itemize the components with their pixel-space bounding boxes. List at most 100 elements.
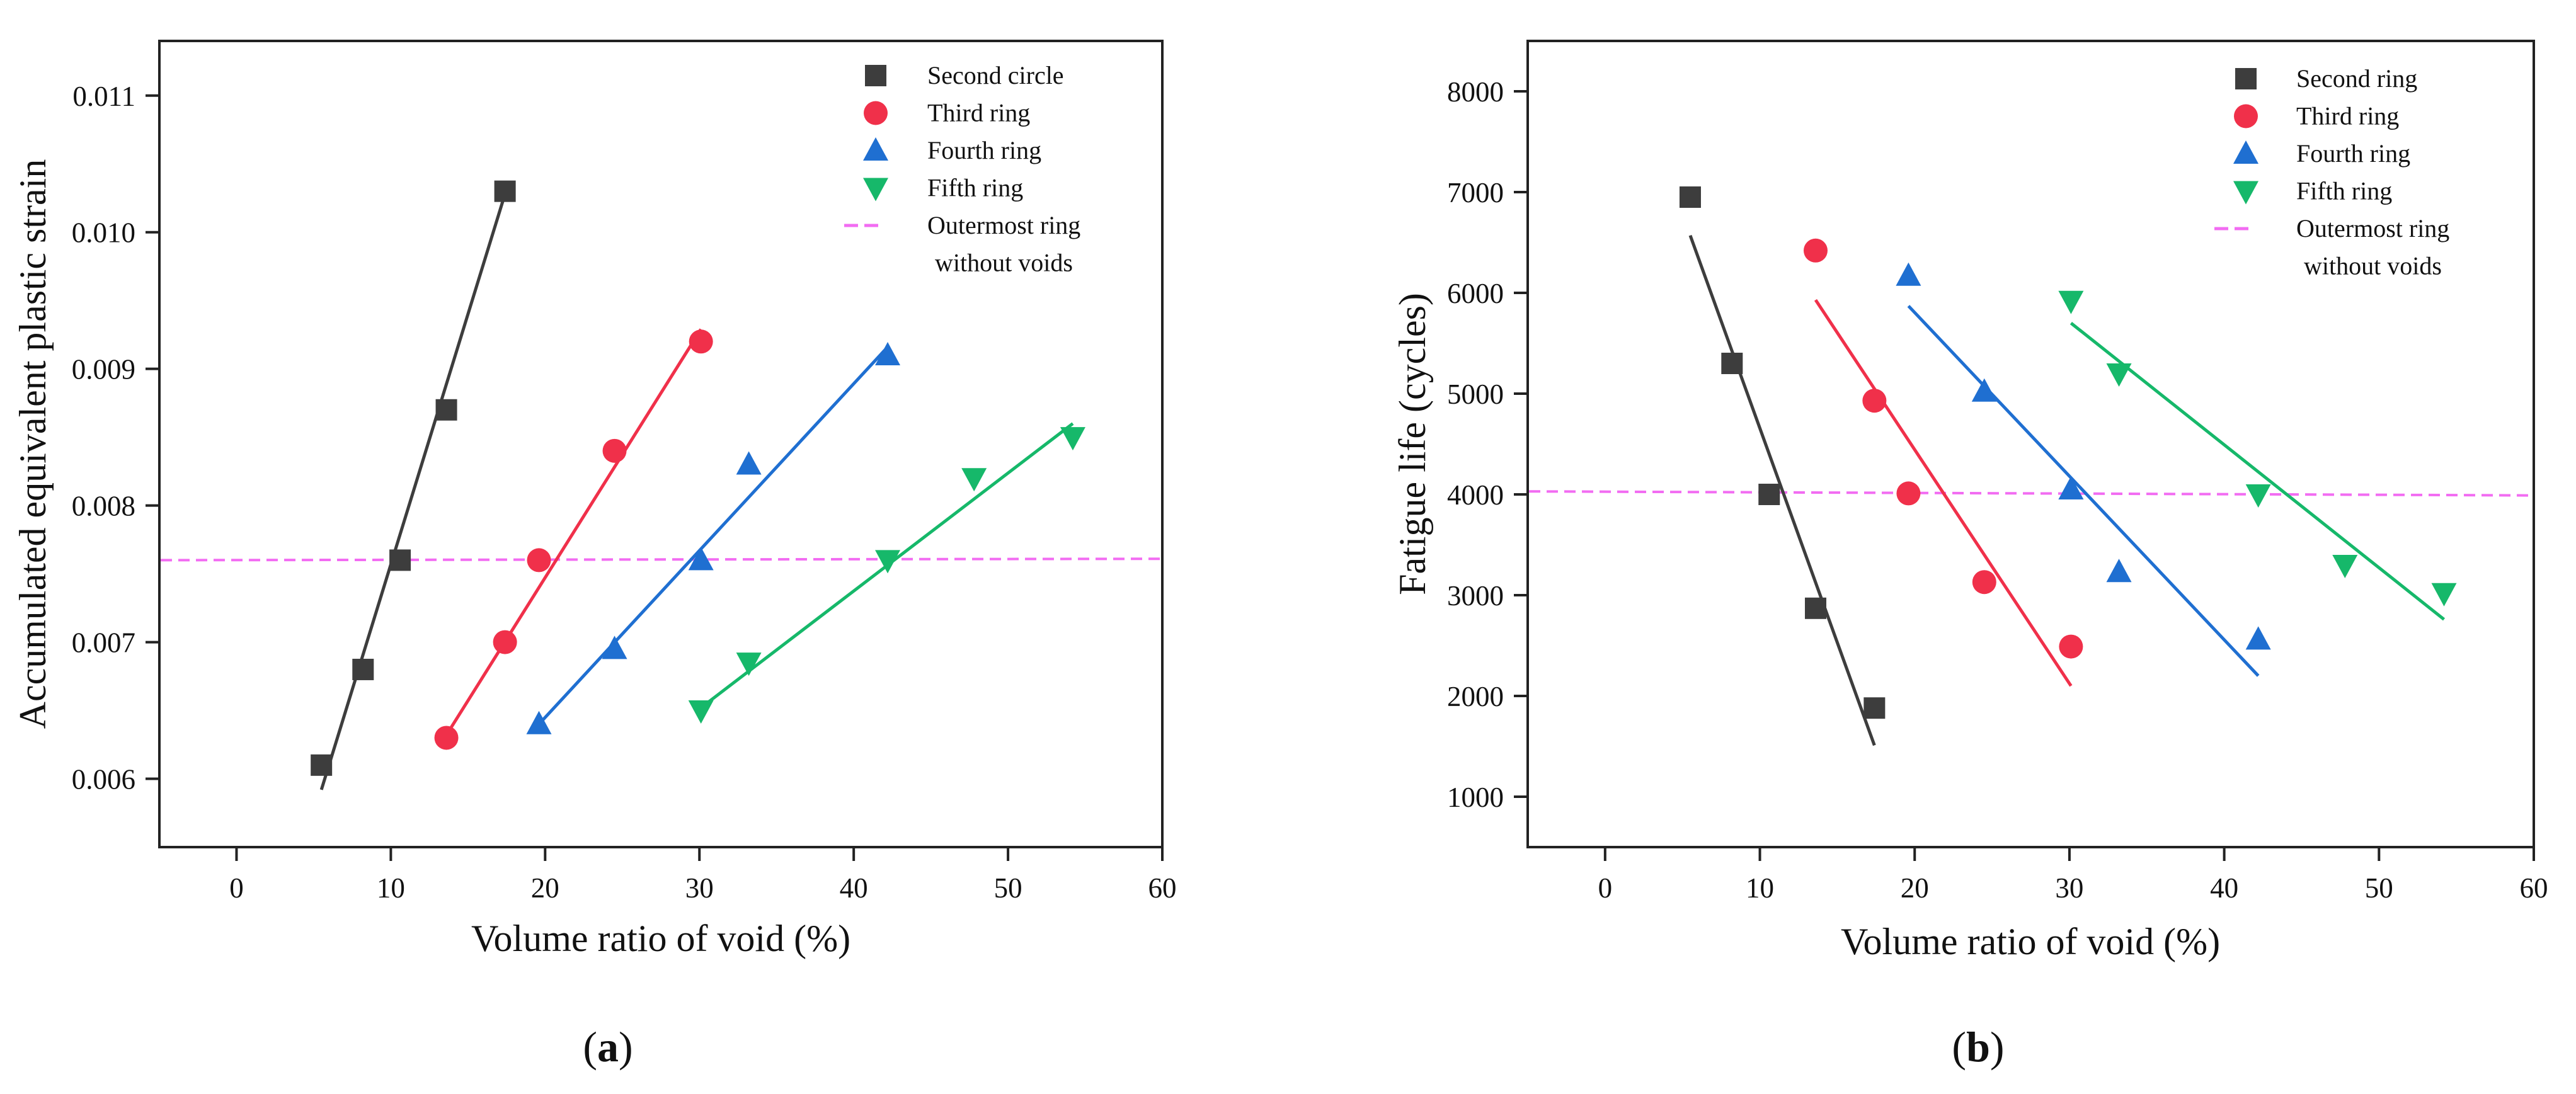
data-point [961,468,987,492]
y-tick-label: 1000 [1447,782,1504,813]
y-tick-label: 0.011 [72,81,135,112]
data-point [688,700,714,724]
legend-label: without voids [935,249,1073,277]
fit-line [1907,305,2260,677]
legend-label: Second ring [2296,64,2417,93]
legend-label: Fifth ring [2296,177,2392,205]
x-tick-label: 60 [2520,872,2548,904]
data-markers [1679,186,2457,719]
legend-label: Outermost ring [927,211,1080,239]
x-tick-label: 60 [1148,872,1177,904]
y-tick-label: 8000 [1447,76,1504,108]
fit-lines [319,193,1074,790]
x-tick-label: 40 [2210,872,2238,904]
legend-label: Third ring [927,99,1030,127]
data-point [736,652,762,676]
data-point [1896,481,1921,506]
panel-label: (a) [583,1023,633,1071]
data-point [1721,353,1743,374]
y-tick-label: 0.008 [72,491,135,522]
fit-line [2069,322,2446,621]
legend-marker [2233,181,2258,205]
x-tick-label: 0 [229,872,244,904]
data-point [1862,389,1887,413]
chart-panel-b: 0 10 20 30 40 50 60 1000 2000 3000 4000 5000 6000 700… [1392,40,2548,1071]
data-point [435,399,457,421]
data-point [2332,555,2358,578]
data-point [689,329,713,354]
legend-label: without voids [2304,252,2442,280]
x-tick-label: 20 [1901,872,1929,904]
x-tick-label: 40 [840,872,868,904]
axis-ticks: 0 10 20 30 40 50 60 1000 2000 3000 4000 5000 6000 700… [1447,76,2548,904]
data-markers [311,180,1085,776]
y-tick-label: 0.009 [72,354,135,385]
fit-line [319,193,507,790]
chart-panel-a: 0 10 20 30 40 50 60 0.006 0.007 0.008 0.009 0.010 0.… [12,40,1177,1071]
data-point [352,658,374,680]
x-tick-label: 20 [531,872,559,904]
data-point [526,710,552,734]
y-tick-label: 0.007 [72,627,135,659]
plot-frame [158,40,1164,848]
y-tick-label: 4000 [1447,479,1504,511]
plot-frame [1526,40,2535,848]
x-tick-label: 30 [2055,872,2083,904]
data-point [688,547,714,571]
data-point [2059,634,2083,659]
data-point [2245,484,2271,508]
fit-line [1814,299,2073,687]
y-axis-title: Fatigue life (cycles) [1392,293,1433,595]
legend-label: Outermost ring [2296,214,2449,242]
legend-marker [865,65,886,86]
x-tick-label: 10 [1746,872,1774,904]
x-tick-label: 50 [2365,872,2393,904]
y-tick-label: 0.010 [72,217,135,249]
legend-marker [863,178,888,202]
data-point [1971,378,1997,402]
data-point [493,630,517,654]
legend-label: Fourth ring [927,136,1041,164]
reference-line [1528,490,2533,497]
data-point [602,438,627,463]
legend-marker [2234,104,2258,128]
data-point [875,550,901,574]
legend-label: Second circle [927,61,1064,89]
data-point [311,754,333,776]
data-point [1803,238,1828,263]
legend-marker [863,137,888,161]
fit-line [1688,234,1876,746]
x-tick-label: 0 [1598,872,1613,904]
y-tick-label: 0.006 [72,764,135,795]
legend: Second circle Third ring Fourth ring Fifth … [844,61,1080,277]
data-point [434,726,459,750]
reference-line [160,557,1162,562]
data-point [389,549,411,571]
x-axis-title: Volume ratio of void (%) [1841,921,2220,962]
y-axis-title: Accumulated equivalent plastic strain [12,159,54,729]
axis-ticks: 0 10 20 30 40 50 60 0.006 0.007 0.008 0.009 0.010 0.… [72,81,1177,904]
x-tick-label: 10 [377,872,405,904]
x-tick-label: 30 [685,872,714,904]
y-tick-label: 6000 [1447,278,1504,309]
data-point [2431,583,2457,607]
data-point [527,548,551,573]
data-point [1758,484,1780,505]
legend-marker [2233,140,2258,164]
legend-label: Fourth ring [2296,139,2410,168]
y-tick-label: 5000 [1447,379,1504,410]
y-tick-label: 3000 [1447,580,1504,612]
y-tick-label: 7000 [1447,177,1504,208]
data-point [1679,186,1701,208]
data-point [1863,697,1886,719]
legend-label: Third ring [2296,102,2399,130]
legend-label: Fifth ring [927,174,1023,202]
data-point [2245,626,2271,650]
x-tick-label: 50 [994,872,1022,904]
y-tick-label: 2000 [1447,681,1504,712]
data-point [2106,559,2132,583]
fit-line [537,346,889,726]
data-point [2058,290,2084,314]
data-point [875,341,901,365]
